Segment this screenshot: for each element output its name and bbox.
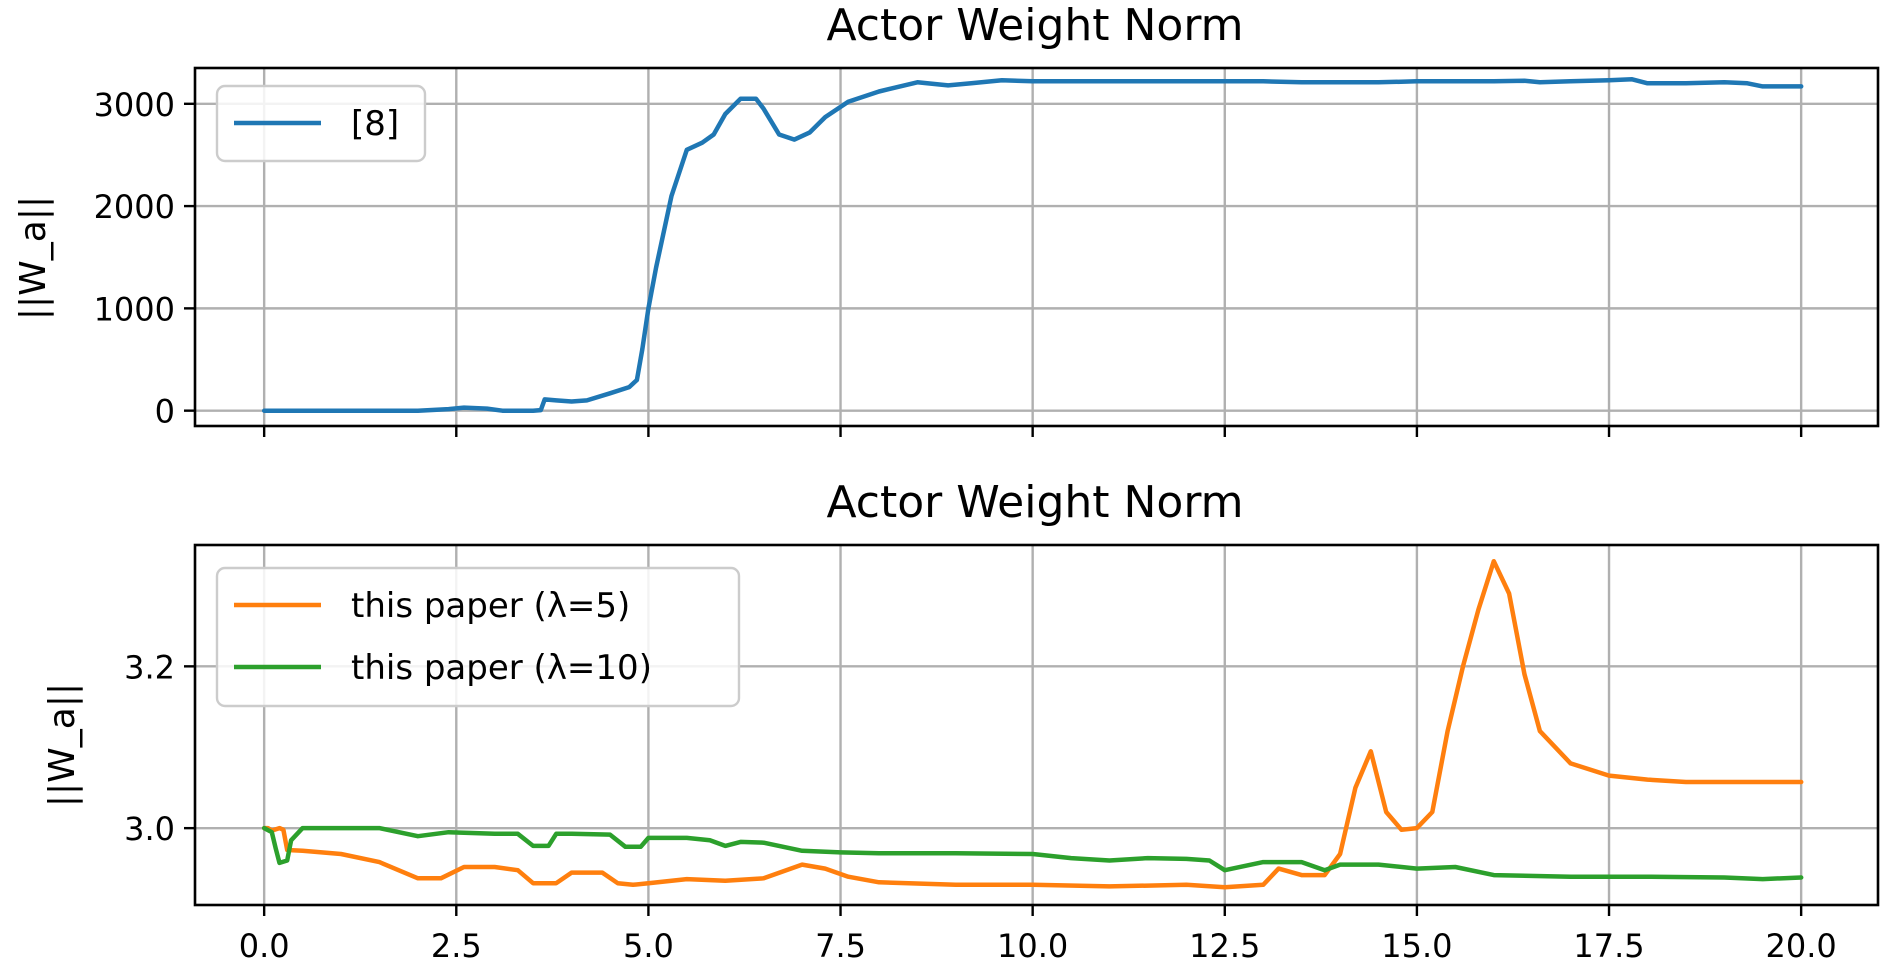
- top-y-axis-label: ||W_a||: [13, 196, 54, 320]
- bottom-series-layer: [261, 558, 1804, 890]
- bottom-legend: this paper (λ=5) this paper (λ=10): [215, 566, 741, 708]
- bottom-legend-label-1: this paper (λ=10): [351, 648, 652, 688]
- top-grid: [195, 68, 1878, 426]
- top-chart-title: Actor Weight Norm: [826, 0, 1243, 51]
- top-ticks: 0 1000 2000 3000: [94, 86, 1803, 437]
- bottom-x-tick-label: 0.0: [239, 927, 290, 965]
- bottom-x-tick-label: 12.5: [1189, 927, 1260, 965]
- top-y-tick-label: 1000: [94, 290, 175, 328]
- top-series-line-0: [261, 77, 1804, 413]
- bottom-y-tick-label: 3.0: [124, 810, 175, 848]
- top-subplot: Actor Weight Norm ||W_a|| 0100020003000 …: [13, 0, 1880, 437]
- bottom-x-tick-label: 15.0: [1381, 927, 1452, 965]
- top-legend: [8]: [215, 84, 427, 163]
- bottom-series-line-0: [261, 558, 1804, 890]
- bottom-legend-box: [215, 566, 741, 708]
- top-series-layer: [261, 77, 1804, 413]
- bottom-x-tick-label: 2.5: [431, 927, 482, 965]
- bottom-chart-title: Actor Weight Norm: [826, 477, 1243, 528]
- top-y-tick-label: 0: [155, 393, 175, 431]
- bottom-legend-label-0: this paper (λ=5): [351, 586, 630, 626]
- bottom-x-tick-label: 5.0: [623, 927, 674, 965]
- bottom-series-line-1: [261, 825, 1804, 882]
- top-plot-frame: [193, 66, 1880, 428]
- top-y-tick-label: 3000: [94, 86, 175, 124]
- bottom-plot-frame: [193, 543, 1880, 907]
- bottom-x-tick-label: 17.5: [1573, 927, 1644, 965]
- top-y-tick-label: 2000: [94, 188, 175, 226]
- bottom-subplot: Actor Weight Norm ||W_a|| 0.0 2.5 5.0 7.5 10…: [42, 477, 1880, 965]
- bottom-y-axis-label: ||W_a||: [42, 683, 83, 807]
- bottom-y-tick-label: 3.2: [124, 648, 175, 686]
- bottom-x-tick-label: 20.0: [1766, 927, 1837, 965]
- bottom-ticks: 0.0 2.5 5.0 7.5 10.0 12.5 15.0 17.5 20.0 3.0 3.2: [124, 648, 1837, 965]
- bottom-x-tick-label: 7.5: [815, 927, 866, 965]
- bottom-x-tick-label: 10.0: [997, 927, 1068, 965]
- top-legend-label-0: [8]: [351, 104, 399, 144]
